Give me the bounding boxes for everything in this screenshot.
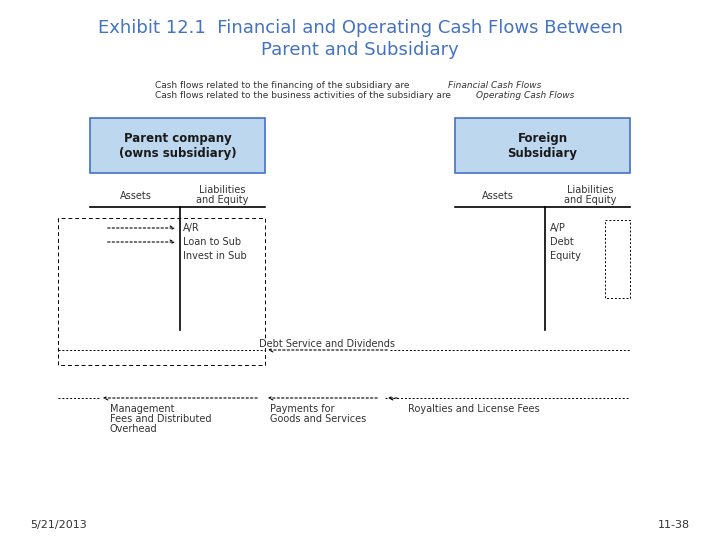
Text: Parent and Subsidiary: Parent and Subsidiary: [261, 41, 459, 59]
Text: Payments for: Payments for: [270, 404, 335, 414]
Text: and Equity: and Equity: [564, 195, 616, 205]
Text: Fees and Distributed: Fees and Distributed: [110, 414, 212, 424]
Text: Invest in Sub: Invest in Sub: [183, 251, 247, 261]
Text: 11-38: 11-38: [658, 520, 690, 530]
Text: Loan to Sub: Loan to Sub: [183, 237, 241, 247]
Text: Subsidiary: Subsidiary: [508, 147, 577, 160]
Text: Goods and Services: Goods and Services: [270, 414, 366, 424]
Text: Debt Service and Dividends: Debt Service and Dividends: [259, 339, 395, 349]
Text: Cash flows related to the business activities of the subsidiary are: Cash flows related to the business activ…: [155, 91, 454, 100]
Text: Financial Cash Flows: Financial Cash Flows: [448, 80, 541, 90]
Text: Assets: Assets: [482, 191, 514, 201]
Text: (owns subsidiary): (owns subsidiary): [119, 147, 236, 160]
Text: and Equity: and Equity: [196, 195, 248, 205]
Text: Royalties and License Fees: Royalties and License Fees: [408, 404, 539, 414]
Text: Overhead: Overhead: [110, 424, 158, 434]
Text: Parent company: Parent company: [124, 132, 231, 145]
FancyBboxPatch shape: [90, 118, 265, 173]
Text: Liabilities: Liabilities: [199, 185, 246, 195]
Text: Debt: Debt: [550, 237, 574, 247]
Text: Exhibit 12.1  Financial and Operating Cash Flows Between: Exhibit 12.1 Financial and Operating Cas…: [97, 19, 623, 37]
Text: A/R: A/R: [183, 223, 199, 233]
Text: Foreign: Foreign: [518, 132, 567, 145]
Text: Liabilities: Liabilities: [567, 185, 613, 195]
Text: Management: Management: [110, 404, 174, 414]
Text: 5/21/2013: 5/21/2013: [30, 520, 86, 530]
Text: A/P: A/P: [550, 223, 566, 233]
Text: Equity: Equity: [550, 251, 581, 261]
FancyBboxPatch shape: [455, 118, 630, 173]
Text: Assets: Assets: [120, 191, 152, 201]
Text: Cash flows related to the financing of the subsidiary are: Cash flows related to the financing of t…: [155, 80, 413, 90]
Text: Operating Cash Flows: Operating Cash Flows: [476, 91, 575, 100]
